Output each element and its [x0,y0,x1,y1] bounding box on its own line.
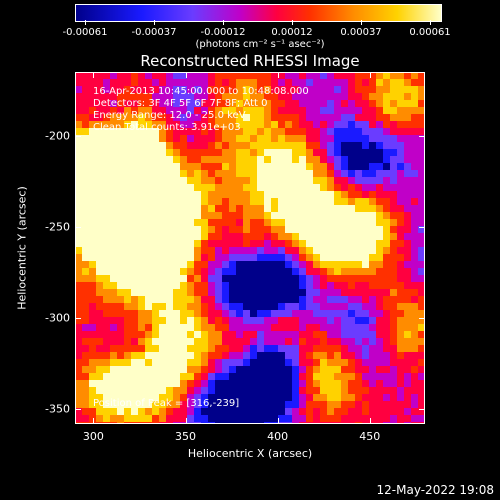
x-tick [185,418,187,424]
colorbar-tick [292,20,293,25]
x-tick [277,418,279,424]
x-tick-label: 300 [82,430,104,443]
image-plot [75,72,425,424]
colorbar-tick [85,20,86,25]
y-tick [419,318,425,320]
x-tick [93,72,95,78]
x-tick [277,72,279,78]
colorbar-tick-label: 0.00012 [271,27,313,38]
x-tick-label: 400 [267,430,289,443]
colorbar-tick [430,20,431,25]
y-axis-label: Heliocentric Y (arcsec) [15,186,29,310]
y-tick [419,227,425,229]
overlay-detectors: Detectors: 3F 4F 5F 6F 7F 8F; Att 0 [93,98,268,109]
x-tick-label: 450 [359,430,381,443]
x-tick [369,418,371,424]
colorbar-tick [154,20,155,25]
x-tick [93,418,95,424]
x-axis-label: Heliocentric X (arcsec) [187,447,313,460]
colorbar-tick-label: -0.00037 [131,27,177,38]
x-tick [369,72,371,78]
y-tick [75,135,81,137]
y-tick [419,409,425,411]
colorbar [75,4,442,22]
colorbar-tick [361,20,362,25]
footer-date: 12-May-2022 19:08 [376,483,494,497]
colorbar-tick-label: 0.00061 [409,27,451,38]
colorbar-tick [223,20,224,25]
y-tick-label: -300 [45,311,70,325]
y-tick [75,227,81,229]
overlay-time-range: 16-Apr-2013 10:45:00.000 to 10:48:08.000 [93,86,309,97]
colorbar-units: (photons cm⁻² s⁻¹ asec⁻²) [195,39,325,50]
y-tick [75,318,81,320]
x-tick [185,72,187,78]
overlay-counts: Clean Total counts: 3.91e+03 [93,122,241,133]
colorbar-tick-label: -0.00012 [200,27,246,38]
overlay-energy-range: Energy Range: 12.0 - 25.0 keV [93,110,246,121]
plot-title: Reconstructed RHESSI Image [140,52,360,70]
y-tick [75,409,81,411]
y-tick-label: -350 [45,402,70,416]
colorbar-tick-label: -0.00061 [62,27,108,38]
x-tick-label: 350 [175,430,197,443]
colorbar-tick-label: 0.00037 [340,27,382,38]
y-tick-label: -250 [45,220,70,234]
y-tick-label: -200 [45,129,70,143]
heatmap-image [75,72,425,424]
overlay-peak-position: Position of Peak = [316,-239] [93,398,240,409]
y-tick [419,135,425,137]
